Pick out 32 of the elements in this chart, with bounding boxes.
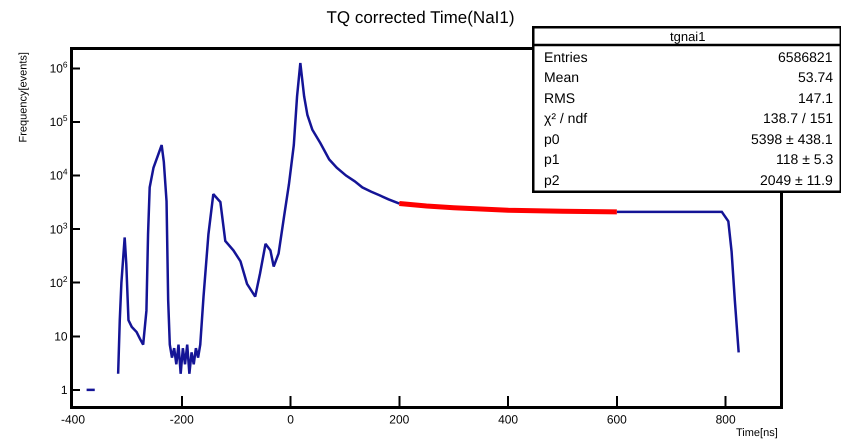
annotation: p1 [544,151,560,167]
x-tick-label: 200 [389,412,410,426]
x-tick-label: 600 [606,412,628,426]
y-tick-label: 10$^{6}$ [50,60,68,76]
y-tick-label: 10$^{2}$ [50,274,68,290]
text: 147.1 [798,90,834,106]
annotation: RMS [544,90,576,106]
y-tick-label: 10$^{3}$ [50,220,68,236]
annotation: χ² / ndf [544,110,588,126]
y-tick-label: 1 [60,383,68,398]
annotation: 138.7 / 151 [763,110,834,126]
text: tgnai1 [670,29,706,44]
x-tick-label: 0 [287,412,294,426]
x-tick-label: -200 [170,412,194,426]
annotation: 6586821 [778,49,833,65]
annotation: 118 ± 5.3 [776,151,834,167]
y-tick-label: 10 [54,329,68,344]
annotation: 5398 ± 438.1 [751,131,833,147]
annotation: 2049 ± 11.9 [760,172,834,188]
annotation: Mean [544,69,580,85]
x-tick-label: 800 [716,412,736,426]
annotation: p0 [544,131,560,147]
x-tick-label: 400 [498,412,518,426]
annotation: p2 [544,172,560,188]
chart-title: TQ corrected Time(NaI1) [326,8,514,27]
text: 53.74 [798,69,834,85]
x-axis-title: Time[ns] [736,427,778,439]
annotation: Entries [544,49,588,65]
y-tick-label: 10$^{4}$ [50,166,68,183]
x-tick-label: -400 [60,412,86,426]
y-axis-title: Frequency[events] [18,52,30,142]
y-tick-label: 10$^{5}$ [50,113,68,130]
